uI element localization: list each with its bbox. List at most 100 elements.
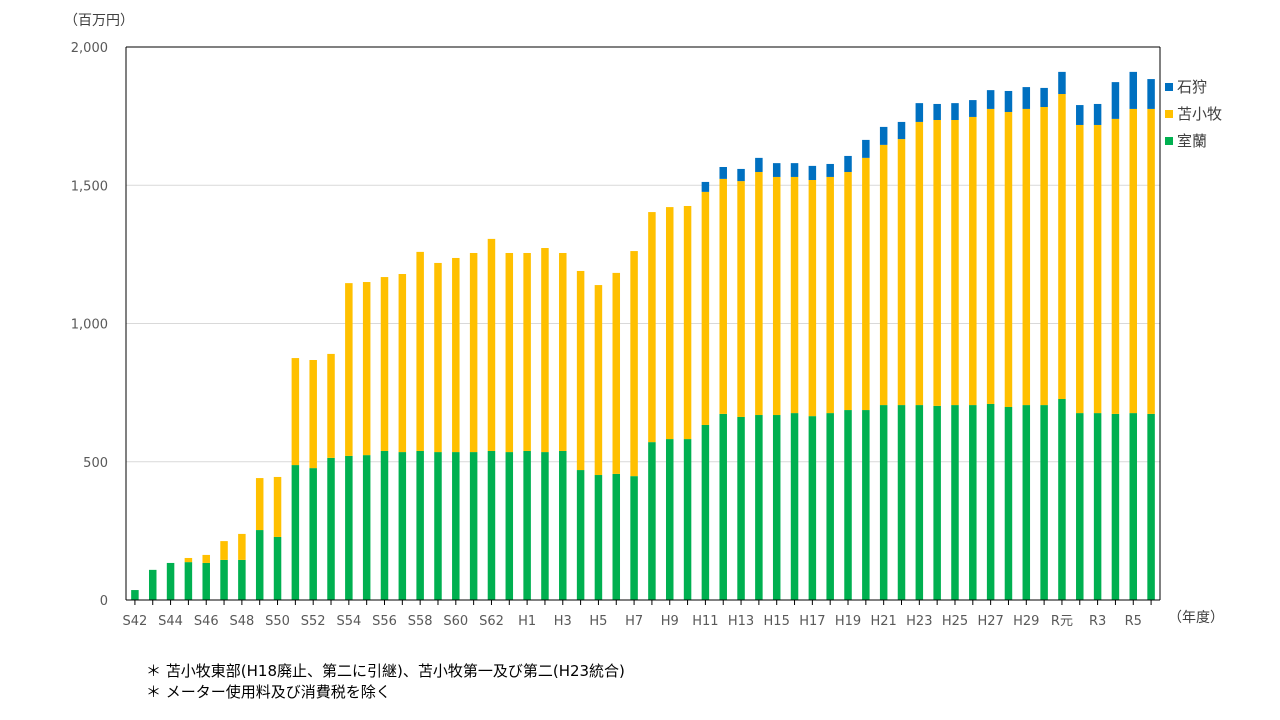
bar-segment-室蘭	[1022, 405, 1031, 600]
bar-segment-苫小牧	[416, 251, 424, 451]
bar-segment-室蘭	[1147, 413, 1155, 600]
bar-segment-苫小牧	[826, 176, 834, 414]
bar-segment-室蘭	[1058, 398, 1066, 600]
bar-segment-苫小牧	[541, 248, 549, 453]
bar-segment-室蘭	[238, 559, 246, 600]
bar-segment-苫小牧	[1147, 108, 1155, 414]
bar-segment-苫小牧	[755, 171, 763, 416]
bar-segment-石狩	[951, 103, 959, 120]
bar-segment-石狩	[862, 139, 870, 158]
y-tick-label: 1,000	[71, 318, 108, 333]
bar-segment-苫小牧	[559, 252, 567, 451]
footnote-1: ＊ 苫小牧東部(H18廃止、第二に引継)、苫小牧第一及び第二(H23統合)	[146, 662, 625, 680]
x-tick-label: R5	[1125, 614, 1142, 629]
bar-segment-苫小牧	[879, 144, 888, 406]
bar-segment-室蘭	[576, 470, 585, 600]
bar-segment-苫小牧	[897, 139, 906, 406]
bar-segment-室蘭	[291, 465, 300, 600]
bar-segment-室蘭	[737, 416, 745, 600]
bar-segment-苫小牧	[665, 207, 674, 440]
bar-segment-石狩	[790, 163, 799, 177]
bar-segment-室蘭	[1111, 413, 1120, 600]
bar-segment-苫小牧	[719, 178, 727, 414]
x-tick-label: S56	[372, 614, 397, 629]
bar-segment-苫小牧	[969, 116, 977, 406]
bar-segment-苫小牧	[184, 557, 193, 563]
legend: 石狩 苫小牧 室蘭	[1165, 73, 1222, 154]
x-axis-unit: （年度）	[1168, 610, 1224, 626]
bar-segment-苫小牧	[701, 191, 710, 425]
bar-segment-苫小牧	[469, 252, 478, 453]
bar-segment-室蘭	[487, 450, 496, 600]
bar-segment-室蘭	[1040, 405, 1048, 600]
x-tick-label: R3	[1089, 614, 1106, 629]
bar-segment-室蘭	[862, 410, 870, 600]
bar-segment-苫小牧	[648, 212, 656, 443]
x-tick-label: H3	[554, 614, 572, 629]
bar-segment-室蘭	[469, 452, 478, 600]
bar-segment-苫小牧	[1076, 124, 1084, 414]
bar-segment-室蘭	[772, 415, 781, 600]
bar-segment-室蘭	[327, 457, 335, 600]
bar-segment-室蘭	[683, 439, 692, 600]
bar-segment-苫小牧	[1111, 118, 1120, 414]
bar-segment-室蘭	[951, 405, 959, 600]
bar-segment-室蘭	[452, 452, 460, 600]
bar-segment-室蘭	[1004, 407, 1013, 600]
bar-segment-苫小牧	[398, 274, 407, 453]
bar-segment-室蘭	[202, 562, 210, 600]
bar-segment-苫小牧	[273, 476, 282, 537]
bar-segment-室蘭	[790, 413, 799, 600]
bar-segment-室蘭	[1076, 413, 1084, 600]
x-tick-label: H7	[625, 614, 643, 629]
bar-segment-室蘭	[416, 450, 424, 600]
bar-segment-苫小牧	[737, 181, 745, 417]
x-tick-label: H29	[1013, 614, 1039, 629]
bar-segment-苫小牧	[844, 171, 852, 411]
bar-segment-室蘭	[933, 405, 941, 600]
x-tick-label: S58	[408, 614, 433, 629]
bar-segment-室蘭	[1129, 413, 1138, 600]
bar-segment-室蘭	[309, 468, 317, 600]
x-tick-label: R元	[1051, 614, 1073, 629]
bar-segment-石狩	[933, 103, 941, 120]
legend-label: 苫小牧	[1177, 105, 1223, 123]
bar-segment-室蘭	[1093, 413, 1102, 600]
bar-segment-苫小牧	[1058, 94, 1066, 399]
bar-segment-石狩	[719, 167, 727, 179]
bar-segment-室蘭	[808, 416, 817, 600]
x-tick-label: H17	[799, 614, 825, 629]
bar-segment-石狩	[772, 163, 781, 177]
bar-segment-室蘭	[362, 455, 371, 600]
bar-segment-苫小牧	[1040, 107, 1048, 406]
y-tick-label: 500	[83, 456, 108, 471]
x-tick-label: H21	[871, 614, 897, 629]
x-tick-label: H15	[764, 614, 790, 629]
bar-segment-苫小牧	[345, 283, 353, 456]
bar-segment-室蘭	[273, 536, 282, 600]
bar-segment-室蘭	[345, 455, 353, 600]
y-tick-label: 1,500	[71, 179, 108, 194]
legend-item-muroran: 室蘭	[1165, 127, 1222, 154]
bar-segment-苫小牧	[790, 176, 799, 414]
x-tick-label: S54	[336, 614, 361, 629]
bar-segment-石狩	[1147, 79, 1155, 109]
bar-segment-室蘭	[434, 452, 442, 600]
bar-segment-室蘭	[826, 413, 834, 600]
bar-segment-苫小牧	[933, 119, 941, 406]
bar-segment-室蘭	[701, 424, 710, 600]
bar-segment-室蘭	[844, 410, 852, 600]
bar-segment-苫小牧	[380, 277, 389, 451]
x-tick-label: H25	[942, 614, 968, 629]
bar-segment-石狩	[1058, 71, 1066, 95]
bar-segment-石狩	[1004, 90, 1013, 112]
bar-segment-苫小牧	[291, 358, 300, 466]
bar-segment-室蘭	[380, 450, 389, 600]
bar-segment-室蘭	[755, 415, 763, 600]
x-tick-label: H9	[661, 614, 679, 629]
y-tick-label: 2,000	[71, 41, 108, 56]
bar-segment-苫小牧	[202, 554, 210, 563]
bar-segment-石狩	[1040, 87, 1048, 108]
bar-segment-室蘭	[612, 473, 621, 600]
